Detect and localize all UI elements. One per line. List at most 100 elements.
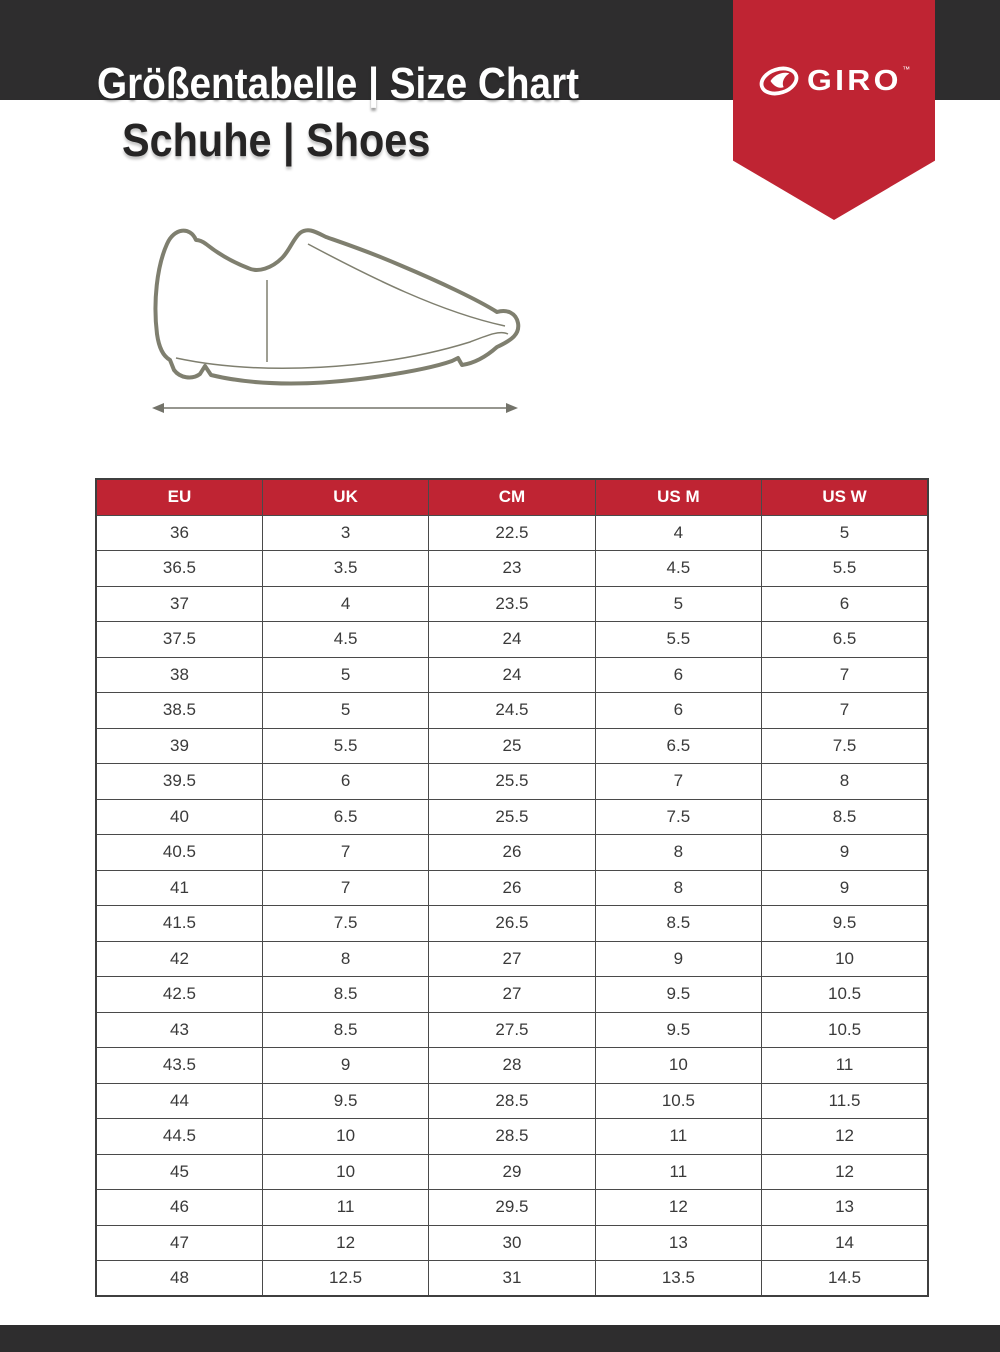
size-cell: 25 bbox=[428, 727, 596, 764]
brand-wordmark: GIRO bbox=[806, 64, 902, 97]
size-cell: 5.5 bbox=[594, 621, 763, 658]
size-cell: 44 bbox=[95, 1082, 263, 1119]
size-cell: 26.5 bbox=[428, 905, 596, 942]
size-cell: 6 bbox=[261, 763, 430, 800]
column-header: US M bbox=[594, 478, 763, 516]
table-row: 47 12 30 13 14 bbox=[95, 1224, 929, 1261]
size-cell: 5 bbox=[261, 656, 430, 693]
trademark-symbol: ™ bbox=[902, 65, 911, 74]
length-arrow bbox=[152, 403, 518, 413]
table-row: 46 11 29.5 12 13 bbox=[95, 1189, 929, 1226]
size-cell: 28.5 bbox=[428, 1082, 596, 1119]
size-cell: 26 bbox=[428, 834, 596, 871]
size-cell: 13.5 bbox=[594, 1260, 763, 1297]
bottom-footer-bar bbox=[0, 1325, 1000, 1352]
table-row: 38 5 24 6 7 bbox=[95, 656, 929, 693]
size-cell: 11.5 bbox=[761, 1082, 929, 1119]
size-cell: 30 bbox=[428, 1224, 596, 1261]
size-cell: 29 bbox=[428, 1153, 596, 1190]
size-cell: 14.5 bbox=[761, 1260, 929, 1297]
size-cell: 7 bbox=[761, 656, 929, 693]
table-row: 45 10 29 11 12 bbox=[95, 1153, 929, 1190]
table-row: 41 7 26 8 9 bbox=[95, 869, 929, 906]
table-row: 38.5 5 24.5 6 7 bbox=[95, 692, 929, 729]
size-cell: 3 bbox=[261, 514, 430, 551]
size-cell: 41 bbox=[95, 869, 263, 906]
size-cell: 43.5 bbox=[95, 1047, 263, 1084]
table-row: 48 12.5 31 13.5 14.5 bbox=[95, 1260, 929, 1297]
table-row: 42 8 27 9 10 bbox=[95, 940, 929, 977]
size-cell: 37 bbox=[95, 585, 263, 622]
table-row: 40.5 7 26 8 9 bbox=[95, 834, 929, 871]
size-cell: 9 bbox=[761, 834, 929, 871]
size-cell: 41.5 bbox=[95, 905, 263, 942]
size-cell: 25.5 bbox=[428, 798, 596, 835]
table-row: 36 3 22.5 4 5 bbox=[95, 514, 929, 551]
column-header: CM bbox=[428, 478, 596, 516]
size-cell: 11 bbox=[594, 1153, 763, 1190]
size-cell: 8.5 bbox=[261, 976, 430, 1013]
size-cell: 42.5 bbox=[95, 976, 263, 1013]
size-cell: 24 bbox=[428, 656, 596, 693]
size-cell: 11 bbox=[761, 1047, 929, 1084]
size-table-head-row: EU UK CM US M US W bbox=[95, 478, 929, 516]
size-cell: 44.5 bbox=[95, 1118, 263, 1155]
table-row: 44.5 10 28.5 11 12 bbox=[95, 1118, 929, 1155]
size-cell: 39 bbox=[95, 727, 263, 764]
size-cell: 8.5 bbox=[594, 905, 763, 942]
size-cell: 7.5 bbox=[594, 798, 763, 835]
table-row: 39 5.5 25 6.5 7.5 bbox=[95, 727, 929, 764]
size-cell: 9.5 bbox=[594, 1011, 763, 1048]
size-cell: 10.5 bbox=[761, 1011, 929, 1048]
table-row: 40 6.5 25.5 7.5 8.5 bbox=[95, 798, 929, 835]
size-cell: 3.5 bbox=[261, 550, 430, 587]
size-table-body: 36 3 22.5 4 5 36.5 3.5 23 4.5 5.5 37 4 23.5 5 6 37.5 4.5… bbox=[95, 514, 929, 1297]
size-cell: 9 bbox=[594, 940, 763, 977]
size-cell: 11 bbox=[594, 1118, 763, 1155]
size-cell: 28 bbox=[428, 1047, 596, 1084]
shoe-upper-line bbox=[307, 243, 506, 327]
size-cell: 6.5 bbox=[594, 727, 763, 764]
size-cell: 43 bbox=[95, 1011, 263, 1048]
size-cell: 13 bbox=[761, 1189, 929, 1226]
size-cell: 46 bbox=[95, 1189, 263, 1226]
table-row: 42.5 8.5 27 9.5 10.5 bbox=[95, 976, 929, 1013]
size-cell: 5 bbox=[594, 585, 763, 622]
table-row: 44 9.5 28.5 10.5 11.5 bbox=[95, 1082, 929, 1119]
size-cell: 28.5 bbox=[428, 1118, 596, 1155]
size-cell: 7 bbox=[594, 763, 763, 800]
size-cell: 4.5 bbox=[261, 621, 430, 658]
column-header: UK bbox=[261, 478, 430, 516]
size-cell: 12.5 bbox=[261, 1260, 430, 1297]
page-title: Größentabelle | Size Chart bbox=[97, 59, 580, 108]
table-row: 43 8.5 27.5 9.5 10.5 bbox=[95, 1011, 929, 1048]
size-cell: 8 bbox=[761, 763, 929, 800]
size-cell: 7 bbox=[761, 692, 929, 729]
size-cell: 9.5 bbox=[261, 1082, 430, 1119]
size-cell: 23.5 bbox=[428, 585, 596, 622]
size-table-head: EU UK CM US M US W bbox=[95, 478, 929, 516]
giro-logo: GIRO ™ bbox=[758, 64, 910, 98]
size-cell: 12 bbox=[594, 1189, 763, 1226]
size-cell: 9 bbox=[761, 869, 929, 906]
size-cell: 42 bbox=[95, 940, 263, 977]
size-cell: 6 bbox=[594, 656, 763, 693]
size-cell: 27 bbox=[428, 976, 596, 1013]
size-cell: 9 bbox=[261, 1047, 430, 1084]
size-cell: 11 bbox=[261, 1189, 430, 1226]
size-cell: 22.5 bbox=[428, 514, 596, 551]
table-row: 36.5 3.5 23 4.5 5.5 bbox=[95, 550, 929, 587]
size-cell: 12 bbox=[761, 1118, 929, 1155]
size-cell: 27.5 bbox=[428, 1011, 596, 1048]
size-cell: 10.5 bbox=[761, 976, 929, 1013]
shoe-illustration bbox=[140, 222, 530, 422]
size-cell: 8 bbox=[261, 940, 430, 977]
size-cell: 6.5 bbox=[761, 621, 929, 658]
size-cell: 40.5 bbox=[95, 834, 263, 871]
size-cell: 7.5 bbox=[761, 727, 929, 764]
shoe-sole-line bbox=[175, 331, 509, 369]
size-cell: 23 bbox=[428, 550, 596, 587]
size-cell: 37.5 bbox=[95, 621, 263, 658]
size-cell: 5.5 bbox=[761, 550, 929, 587]
column-header: EU bbox=[95, 478, 263, 516]
